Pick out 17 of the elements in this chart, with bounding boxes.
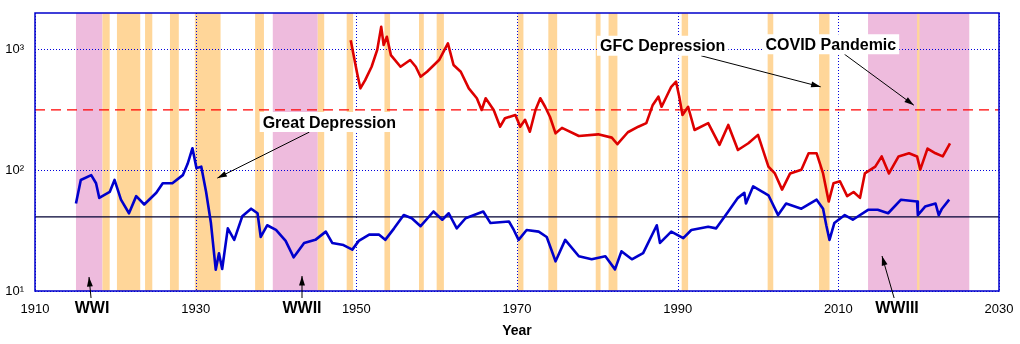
text: WWI [74,299,110,317]
x-tick-label: 1930 [181,301,211,317]
y-tick-label: 10³ [5,40,25,56]
x-tick-label: 1970 [502,301,532,317]
y-tick-label: 10² [5,161,25,177]
x-tick-label: 1990 [663,301,693,317]
text: WWII [282,299,322,317]
x-tick-label: 1910 [20,301,50,317]
annotation: Great Depression [262,113,397,131]
annotation: COVID Pandemic [765,35,897,53]
x-tick-label: 2010 [823,301,853,317]
y-tick-label: 10¹ [5,282,25,298]
x-tick-label: 2030 [984,301,1014,317]
x-axis-title: Year [502,322,533,339]
annotation: GFC Depression [599,37,726,55]
x-tick-label: 1950 [341,301,371,317]
text: WWIII [875,299,919,317]
